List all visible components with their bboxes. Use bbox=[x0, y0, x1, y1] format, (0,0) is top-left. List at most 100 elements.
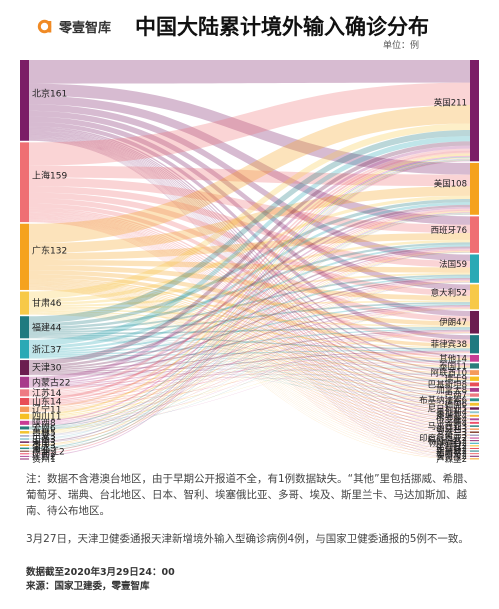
flow-福建-英国 bbox=[29, 129, 470, 324]
target-node-墨西哥[interactable] bbox=[470, 453, 479, 455]
target-node-柬埔寨[interactable] bbox=[470, 414, 479, 417]
source-label-福建: 福建44 bbox=[32, 321, 62, 333]
flow-北京-匈牙利 bbox=[29, 137, 470, 429]
flow-广东-伊朗 bbox=[29, 270, 470, 326]
source-node-山东[interactable] bbox=[20, 397, 29, 405]
flow-陕西-伊朗 bbox=[29, 333, 470, 425]
notes: 注：数据不含港澳台地区，由于早期公开报道不全，有1例数据缺失。“其他”里包括挪威… bbox=[26, 471, 478, 559]
source-node-浙江[interactable] bbox=[20, 339, 29, 359]
flow-吉林-西班牙 bbox=[29, 252, 470, 434]
flow-北京-法国 bbox=[29, 104, 470, 261]
target-node-印度尼西亚[interactable] bbox=[470, 437, 479, 439]
target-node-德国[interactable] bbox=[470, 402, 479, 406]
source-label-广东: 广东132 bbox=[32, 245, 67, 257]
flow-广东-奥地利 bbox=[29, 285, 470, 414]
target-node-马来西亚[interactable] bbox=[470, 425, 479, 427]
flow-甘肃-泰国 bbox=[29, 312, 470, 368]
source-node-陕西[interactable] bbox=[20, 420, 29, 425]
target-node-俄罗斯[interactable] bbox=[470, 418, 479, 421]
source-label-四川: 四川11 bbox=[32, 413, 61, 423]
target-node-卢森堡[interactable] bbox=[470, 458, 479, 460]
target-node-奥地利[interactable] bbox=[470, 411, 479, 414]
flow-山东-意大利 bbox=[29, 307, 470, 404]
flow-浙江-巴西 bbox=[29, 358, 470, 397]
source-node-宁夏[interactable] bbox=[20, 435, 29, 437]
target-node-美国[interactable] bbox=[470, 162, 479, 215]
target-node-刚果(金)[interactable] bbox=[470, 442, 479, 444]
target-node-菲律宾[interactable] bbox=[470, 335, 479, 354]
source-node-辽宁[interactable] bbox=[20, 406, 29, 413]
source-node-天津[interactable] bbox=[20, 360, 29, 376]
source-node-河北[interactable] bbox=[20, 447, 29, 450]
source-node-重庆[interactable] bbox=[20, 444, 29, 446]
source-node-河南[interactable] bbox=[20, 441, 29, 443]
target-node-阿联酋[interactable] bbox=[470, 370, 479, 375]
source-node-山西[interactable] bbox=[20, 438, 29, 440]
flow-浙江-意大利 bbox=[29, 303, 470, 355]
target-node-安哥拉[interactable] bbox=[470, 455, 479, 457]
target-node-尼日利亚[interactable] bbox=[470, 407, 479, 410]
flow-黑龙江-英国 bbox=[29, 160, 470, 452]
flow-浙江-巴基斯坦 bbox=[29, 357, 470, 387]
source-node-北京[interactable] bbox=[20, 60, 29, 141]
flow-北京-新加坡 bbox=[29, 139, 470, 451]
source-node-吉林[interactable] bbox=[20, 431, 29, 434]
target-label-菲律宾: 菲律宾38 bbox=[431, 339, 467, 350]
target-node-瑞士[interactable] bbox=[470, 376, 479, 381]
target-node-法国[interactable] bbox=[470, 254, 479, 283]
flow-福建-巴西 bbox=[29, 337, 470, 397]
flow-甘肃-菲律宾 bbox=[29, 310, 470, 349]
target-node-荷兰[interactable] bbox=[470, 434, 479, 436]
target-node-科特迪瓦[interactable] bbox=[470, 440, 479, 442]
target-node-沙特[interactable] bbox=[470, 421, 479, 424]
flow-浙江-其他 bbox=[29, 356, 470, 362]
source-node-广西[interactable] bbox=[20, 453, 29, 455]
source-node-贵州[interactable] bbox=[20, 458, 29, 460]
target-node-伊朗[interactable] bbox=[470, 310, 479, 334]
flow-上海-马来西亚 bbox=[29, 218, 470, 427]
flow-广东-布基纳法索 bbox=[29, 284, 470, 401]
target-node-泰国[interactable] bbox=[470, 363, 479, 369]
target-node-巴西[interactable] bbox=[470, 393, 479, 397]
source-node-甘肃[interactable] bbox=[20, 291, 29, 315]
target-node-西班牙[interactable] bbox=[470, 216, 479, 253]
flow-上海-尼日利亚 bbox=[29, 216, 470, 410]
flow-上海-巴西 bbox=[29, 214, 470, 396]
source-node-黑龙江[interactable] bbox=[20, 450, 29, 452]
flow-北京-伊朗 bbox=[29, 116, 470, 317]
target-node-其他[interactable] bbox=[470, 354, 479, 362]
target-node-意大利[interactable] bbox=[470, 284, 479, 310]
target-label-比利时: 比利时2 bbox=[436, 441, 467, 452]
flow-天津-泰国 bbox=[29, 368, 470, 375]
target-node-英国[interactable] bbox=[470, 60, 479, 162]
flow-福建-泰国 bbox=[29, 336, 470, 369]
flow-江苏-美国 bbox=[29, 208, 470, 394]
flow-福建-其他 bbox=[29, 335, 470, 361]
target-node-巴基斯坦[interactable] bbox=[470, 382, 479, 387]
source-node-内蒙古[interactable] bbox=[20, 376, 29, 388]
flow-北京-尼日利亚 bbox=[29, 135, 470, 409]
source-node-四川[interactable] bbox=[20, 413, 29, 420]
target-node-布基纳法索[interactable] bbox=[470, 398, 479, 402]
target-node-加拿大[interactable] bbox=[470, 387, 479, 392]
target-label-巴基斯坦: 巴基斯坦8 bbox=[428, 379, 467, 390]
target-node-匈牙利[interactable] bbox=[470, 428, 479, 430]
source-node-江西[interactable] bbox=[20, 455, 29, 457]
source-node-江苏[interactable] bbox=[20, 389, 29, 397]
flow-北京-印度尼西亚 bbox=[29, 138, 470, 438]
flow-云南-意大利 bbox=[29, 308, 470, 430]
flow-山东-法国 bbox=[29, 280, 470, 404]
flow-内蒙古-法国 bbox=[29, 279, 470, 385]
target-node-比利时[interactable] bbox=[470, 445, 479, 447]
source-node-福建[interactable] bbox=[20, 316, 29, 339]
source-node-广东[interactable] bbox=[20, 223, 29, 290]
target-node-爱尔兰[interactable] bbox=[470, 431, 479, 433]
flow-广东-刚果(金) bbox=[29, 288, 470, 444]
target-label-奥地利: 奥地利4 bbox=[436, 407, 467, 418]
source-node-上海[interactable] bbox=[20, 142, 29, 223]
target-node-新加坡[interactable] bbox=[470, 450, 479, 452]
target-node-土耳其[interactable] bbox=[470, 447, 479, 449]
source-node-云南[interactable] bbox=[20, 426, 29, 430]
flow-甘肃-意大利 bbox=[29, 300, 470, 309]
flow-北京-巴基斯坦 bbox=[29, 131, 470, 384]
